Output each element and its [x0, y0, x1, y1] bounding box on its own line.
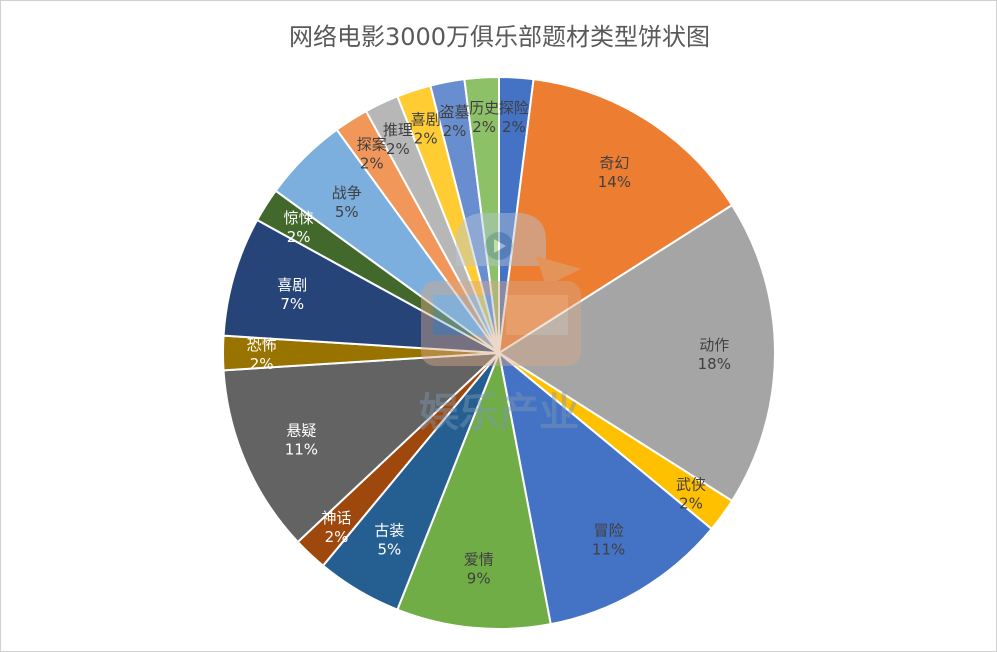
slice-value-label: 2%	[502, 118, 526, 136]
slice-value-label: 5%	[378, 540, 402, 558]
pie-slice	[222, 218, 500, 354]
slice-label: 恐怖	[247, 336, 277, 354]
slice-label: 神话	[321, 509, 351, 527]
slice-value-label: 9%	[467, 569, 491, 587]
slice-value-label: 18%	[698, 355, 731, 373]
slice-label: 冒险	[594, 521, 624, 539]
slice-value-label: 11%	[285, 441, 318, 459]
pie-slice	[497, 203, 776, 503]
slice-value-label: 2%	[287, 228, 311, 246]
slice-label: 悬疑	[286, 422, 316, 440]
watermark-logo-panel-left	[433, 295, 493, 335]
slice-label: 战争	[332, 184, 362, 202]
slice-label: 盗墓	[439, 103, 469, 121]
watermark-logo-panel-right	[506, 295, 568, 335]
slice-value-label: 5%	[335, 203, 359, 221]
slice-label: 古装	[374, 521, 404, 539]
watermark-logo: 娱乐产业	[419, 213, 581, 436]
chart-title: 网络电影3000万俱乐部题材类型饼状图	[288, 23, 711, 51]
slice-value-label: 2%	[325, 528, 349, 546]
slice-label: 喜剧	[277, 276, 307, 294]
slice-value-label: 2%	[360, 155, 384, 173]
slice-value-label: 2%	[679, 495, 703, 513]
slice-value-label: 2%	[414, 129, 438, 147]
play-icon	[485, 232, 513, 260]
slice-label: 武侠	[676, 476, 706, 494]
slice-value-label: 14%	[598, 173, 631, 191]
slice-label: 爱情	[464, 550, 494, 568]
watermark-logo-head	[456, 213, 546, 266]
pie-slices	[221, 75, 776, 630]
pie-slice	[222, 351, 502, 544]
slice-value-label: 11%	[592, 540, 625, 558]
slice-label: 动作	[699, 336, 729, 354]
pie-slice	[396, 349, 552, 630]
pie-slice	[497, 350, 714, 626]
pie-slice	[463, 75, 500, 354]
pie-slice	[497, 78, 734, 355]
slice-label: 探案	[357, 136, 387, 154]
watermark-logo-body	[421, 281, 581, 366]
slice-label: 奇幻	[599, 154, 629, 172]
slice-label: 历史	[469, 99, 499, 117]
watermark-text: 娱乐产业	[419, 390, 579, 436]
slice-value-label: 7%	[280, 295, 304, 313]
pie-labels: 探险2%奇幻14%动作18%武侠2%冒险11%爱情9%古装5%神话2%悬疑11%…	[247, 99, 731, 587]
slice-label: 惊悚	[284, 209, 314, 227]
slice-label: 推理	[383, 121, 413, 139]
slice-label: 喜剧	[411, 110, 441, 128]
slice-value-label: 2%	[443, 122, 467, 140]
slice-value-label: 2%	[250, 355, 274, 373]
play-icon-triangle	[494, 239, 506, 253]
slice-value-label: 2%	[386, 140, 410, 158]
slice-label: 探险	[499, 99, 529, 117]
slice-value-label: 2%	[472, 118, 496, 136]
watermark-logo-beak	[536, 256, 581, 286]
